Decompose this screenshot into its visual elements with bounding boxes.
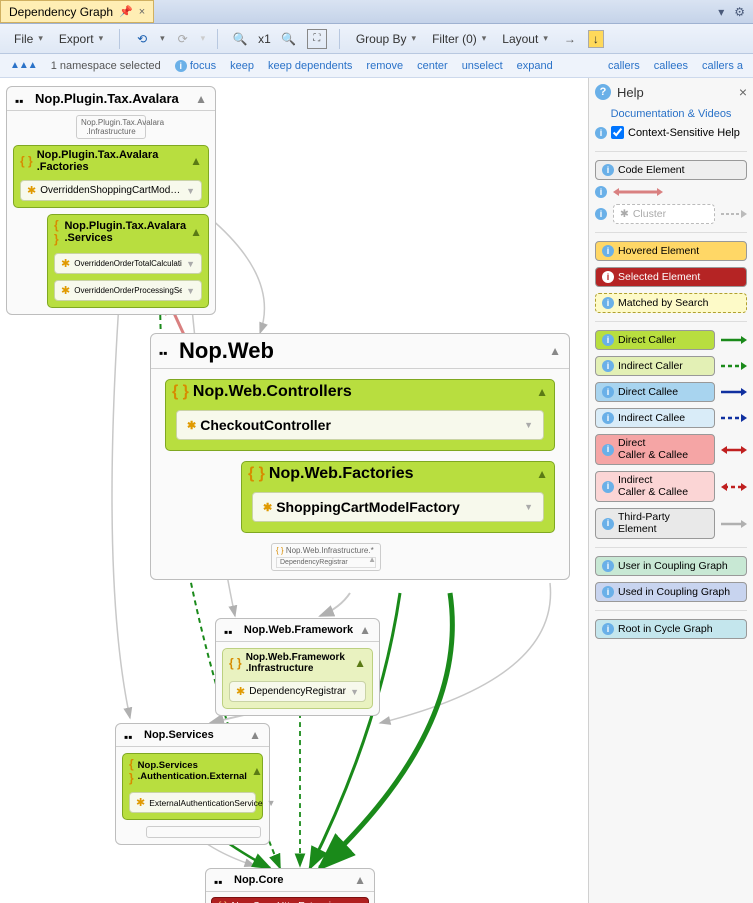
small-infra-note: Nop.Plugin.Tax.Avalara.Infrastructure [76,115,146,139]
settings-icon[interactable]: ⚙ [734,5,745,19]
class-order-processing[interactable]: ✱OverriddenOrderProcessingService▼ [54,280,202,301]
window-dropdown-icon[interactable]: ▾ [718,5,724,19]
assembly-framework[interactable]: ▪▪ Nop.Web.Framework ▲ { }Nop.Web.Framew… [215,618,380,716]
selected-namespace[interactable]: { }Nop.Core.Http.Extensions▼ [211,897,369,903]
zoom-level: x1 [258,32,271,46]
pin-icon[interactable]: 📌 [119,5,133,18]
fit-button[interactable]: ⛶ [307,29,327,49]
class-shoppingcart-factory[interactable]: ✱ShoppingCartModelFactory▼ [252,492,544,522]
assembly-icon: ▪▪ [159,346,173,356]
class-order-total[interactable]: ✱OverriddenOrderTotalCalculationService▼ [54,253,202,274]
assembly-core[interactable]: ▪▪Nop.Core▲ { }Nop.Core.Http.Extensions▼ [205,868,375,903]
assembly-avalara[interactable]: ▪▪ Nop.Plugin.Tax.Avalara ▲ Nop.Plugin.T… [6,86,216,315]
callers-link[interactable]: callers [608,60,640,72]
zoom-out-button[interactable]: 🔍 [279,29,299,49]
class-external-auth[interactable]: ✱ExternalAuthenticationService▼ [129,792,256,813]
active-tab[interactable]: Dependency Graph 📌 × [0,0,154,23]
keep-link[interactable]: keep [230,60,254,72]
filter-menu[interactable]: Filter (0) [428,30,490,48]
help-panel: ? Help × Documentation & Videos i Contex… [588,78,753,903]
arrow-down-button[interactable]: ↓ [588,30,604,48]
assembly-title: Nop.Web [179,338,543,364]
remove-link[interactable]: remove [366,60,403,72]
tab-title: Dependency Graph [9,5,113,19]
help-title: Help [617,85,644,100]
class-checkout-controller[interactable]: ✱CheckoutController▼ [176,410,544,440]
back-button[interactable]: ⟲ [132,29,152,49]
docs-link[interactable]: Documentation & Videos [595,108,747,120]
assembly-services[interactable]: ▪▪Nop.Services▲ { }Nop.Services .Authent… [115,723,270,845]
namespace-framework-infra[interactable]: { }Nop.Web.Framework .Infrastructure▲ ✱D… [222,648,373,709]
layout-menu[interactable]: Layout [498,30,552,48]
file-menu[interactable]: File [10,30,47,48]
triangles-icon[interactable]: ▲▲▲ [10,60,37,71]
assembly-title: Nop.Plugin.Tax.Avalara [35,91,189,106]
groupby-menu[interactable]: Group By [352,30,420,48]
focus-link[interactable]: i focus [175,60,216,72]
namespace-web-factories[interactable]: { }Nop.Web.Factories▲ ✱ShoppingCartModel… [241,461,555,533]
chevron-icon[interactable]: ▲ [549,344,561,358]
assembly-icon: ▪▪ [15,94,29,104]
keep-dependents-link[interactable]: keep dependents [268,60,352,72]
unselect-link[interactable]: unselect [462,60,503,72]
context-help-checkbox[interactable] [611,126,624,139]
close-help-button[interactable]: × [739,84,747,100]
selection-info: 1 namespace selected [51,60,161,72]
chevron-icon[interactable]: ▲ [195,92,207,106]
graph-canvas[interactable]: ▪▪ Nop.Plugin.Tax.Avalara ▲ Nop.Plugin.T… [0,78,588,903]
zoom-in-button[interactable]: 🔍 [230,29,250,49]
forward-button[interactable]: ⟳ [173,29,193,49]
export-menu[interactable]: Export [55,30,107,48]
toolbar: File Export ⟲ ▾ ⟳ ▾ 🔍 x1 🔍 ⛶ Group By Fi… [0,24,753,54]
tab-bar: Dependency Graph 📌 × ▾ ⚙ [0,0,753,24]
callees-link[interactable]: callees [654,60,688,72]
context-help-check[interactable]: i Context-Sensitive Help [595,126,747,139]
expand-link[interactable]: expand [517,60,553,72]
help-icon: ? [595,84,611,100]
namespace-services-auth[interactable]: { }Nop.Services .Authentication.External… [122,753,263,820]
namespace-web-controllers[interactable]: { }Nop.Web.Controllers▲ ✱CheckoutControl… [165,379,555,451]
assembly-nopweb[interactable]: ▪▪ Nop.Web ▲ { }Nop.Web.Controllers▲ ✱Ch… [150,333,570,580]
namespace-avalara-services[interactable]: { }Nop.Plugin.Tax.Avalara .Services▲ ✱Ov… [47,214,209,308]
close-icon[interactable]: × [139,6,145,18]
center-link[interactable]: center [417,60,448,72]
tab-right-controls: ▾ ⚙ [710,0,753,23]
callers-a-link[interactable]: callers a [702,60,743,72]
class-dependency-registrar[interactable]: ✱DependencyRegistrar▼ [229,681,366,702]
class-overridden-cart[interactable]: ✱OverriddenShoppingCartModelFactory▼ [20,180,202,201]
status-bar: ▲▲▲ 1 namespace selected i focus keep ke… [0,54,753,78]
infra-note[interactable]: { } Nop.Web.Infrastructure.*▲ Dependency… [271,543,381,571]
namespace-avalara-factories[interactable]: { }Nop.Plugin.Tax.Avalara .Factories▲ ✱O… [13,145,209,208]
